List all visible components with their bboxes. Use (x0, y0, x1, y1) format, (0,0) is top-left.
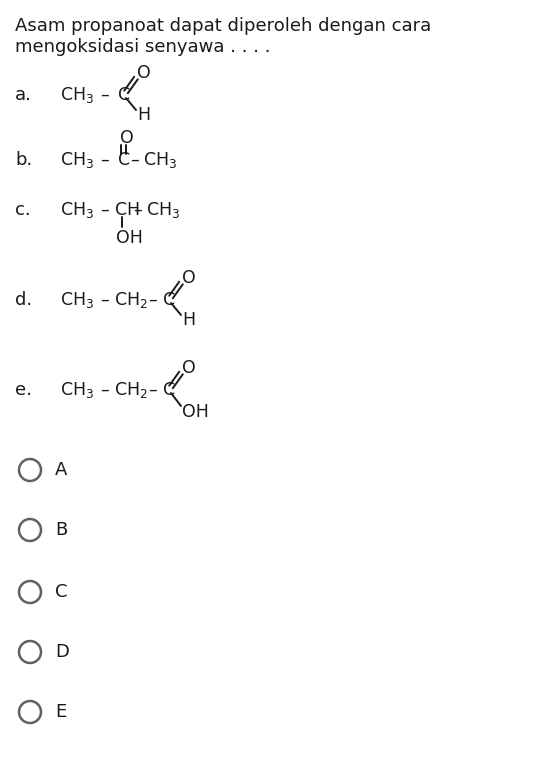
Text: –: – (148, 381, 157, 399)
Text: a.: a. (15, 86, 32, 104)
Text: c.: c. (15, 201, 30, 219)
Text: –: – (100, 291, 109, 309)
Text: H: H (182, 311, 195, 329)
Text: O: O (120, 129, 134, 147)
Text: –: – (100, 201, 109, 219)
Text: H: H (137, 106, 150, 124)
Text: $\mathregular{CH_3}$: $\mathregular{CH_3}$ (143, 150, 177, 170)
Text: e.: e. (15, 381, 32, 399)
Text: E: E (55, 703, 66, 721)
Text: b.: b. (15, 151, 32, 169)
Text: C: C (118, 151, 130, 169)
Text: D: D (55, 643, 69, 661)
Text: OH: OH (116, 229, 143, 247)
Text: Asam propanoat dapat diperoleh dengan cara: Asam propanoat dapat diperoleh dengan ca… (15, 17, 431, 35)
Text: $\mathregular{CH_3}$: $\mathregular{CH_3}$ (146, 200, 180, 220)
Text: OH: OH (182, 403, 209, 421)
Text: $\mathregular{CH_3}$: $\mathregular{CH_3}$ (60, 380, 94, 400)
Text: –: – (133, 201, 142, 219)
Text: $\mathregular{CH_2}$: $\mathregular{CH_2}$ (114, 290, 148, 310)
Text: $\mathregular{CH_2}$: $\mathregular{CH_2}$ (114, 380, 148, 400)
Text: B: B (55, 521, 67, 539)
Text: C: C (163, 291, 175, 309)
Text: C: C (163, 381, 175, 399)
Text: $\mathregular{CH_3}$: $\mathregular{CH_3}$ (60, 290, 94, 310)
Text: –: – (100, 381, 109, 399)
Text: O: O (182, 269, 195, 287)
Text: –: – (100, 86, 109, 104)
Text: C: C (118, 86, 130, 104)
Text: –: – (148, 291, 157, 309)
Text: $\mathregular{CH}$: $\mathregular{CH}$ (114, 201, 140, 219)
Text: $\mathregular{CH_3}$: $\mathregular{CH_3}$ (60, 150, 94, 170)
Text: O: O (182, 359, 195, 377)
Text: $\mathregular{CH_3}$: $\mathregular{CH_3}$ (60, 85, 94, 105)
Text: –: – (130, 151, 139, 169)
Text: $\mathregular{CH_3}$: $\mathregular{CH_3}$ (60, 200, 94, 220)
Text: C: C (55, 583, 67, 601)
Text: mengoksidasi senyawa . . . .: mengoksidasi senyawa . . . . (15, 38, 270, 56)
Text: A: A (55, 461, 67, 479)
Text: –: – (100, 151, 109, 169)
Text: d.: d. (15, 291, 32, 309)
Text: O: O (137, 64, 151, 82)
